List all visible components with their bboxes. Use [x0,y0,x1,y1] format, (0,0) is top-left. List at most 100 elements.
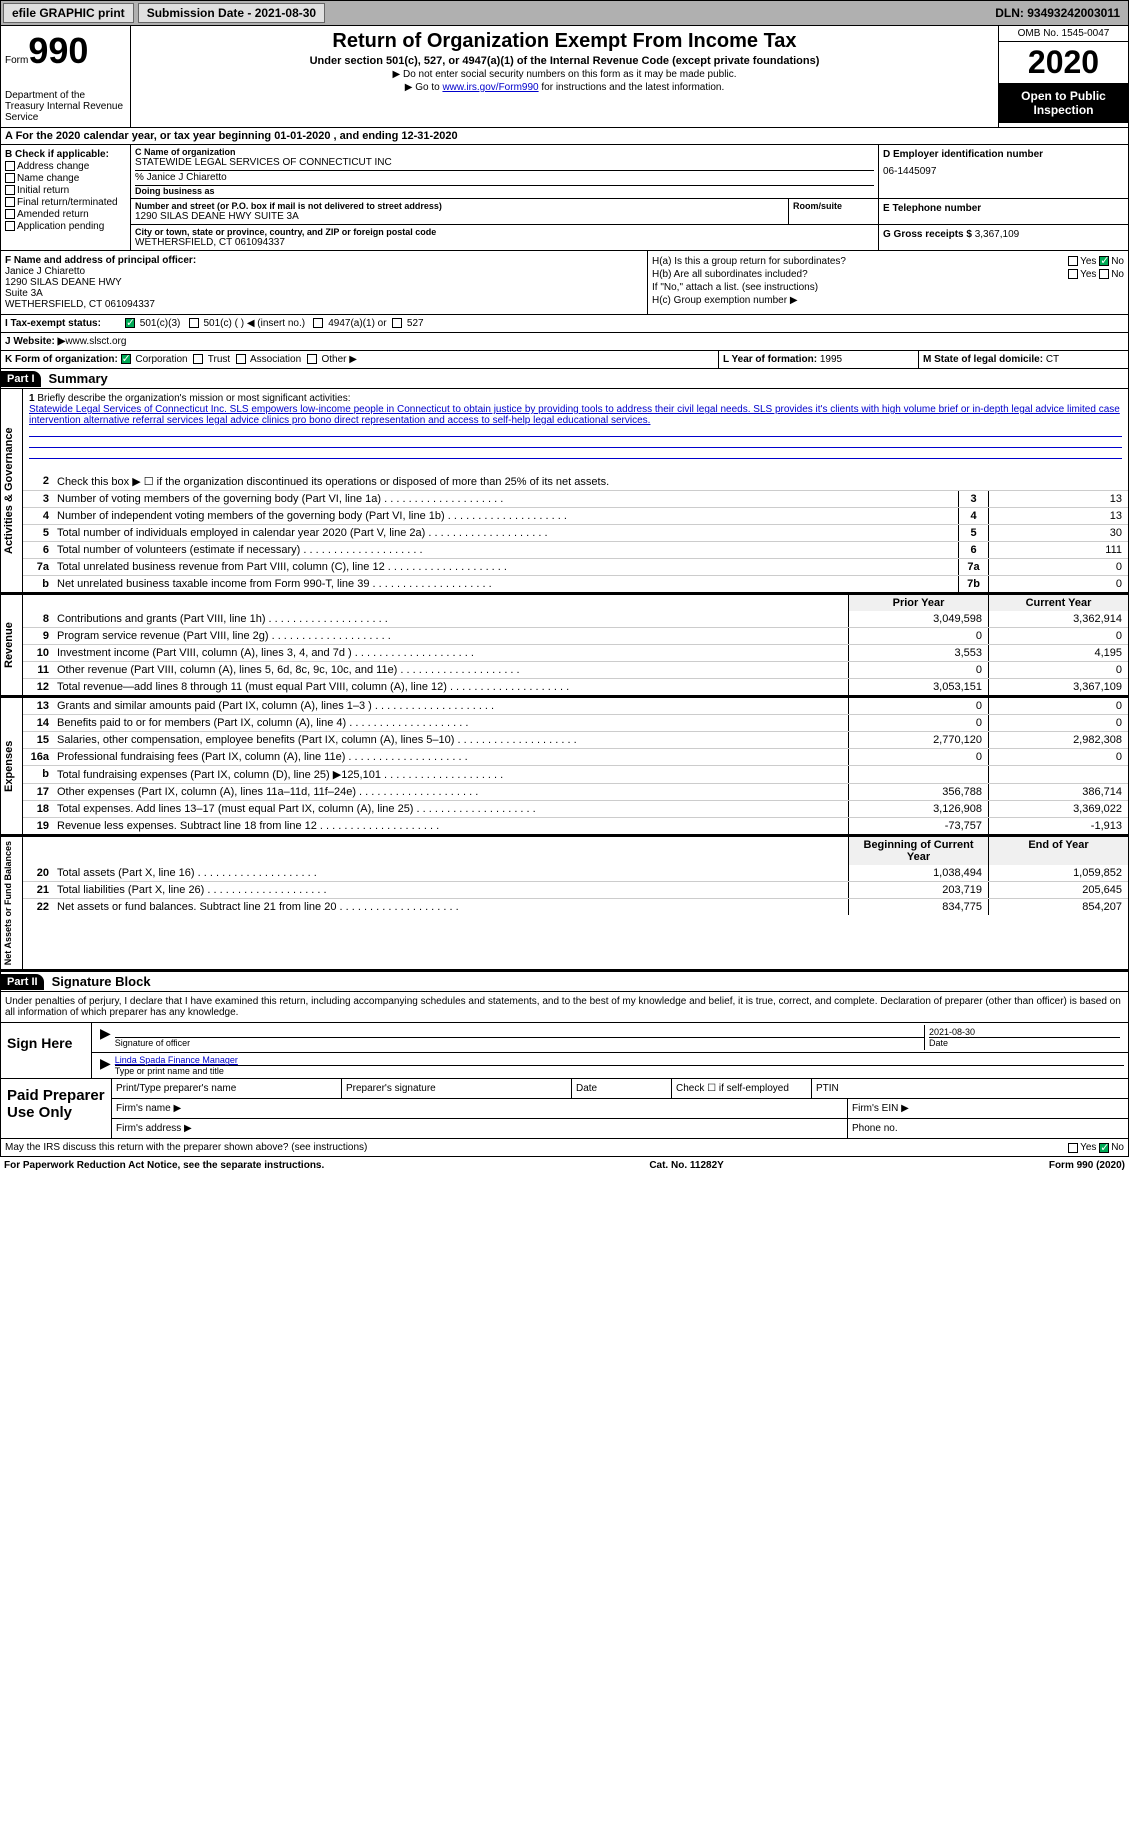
irs-link[interactable]: www.irs.gov/Form990 [442,82,538,93]
form-title: Return of Organization Exempt From Incom… [139,30,990,53]
sign-here-label: Sign Here [1,1023,91,1078]
h-b-yes-no[interactable]: Yes No [1068,269,1124,280]
city-label: City or town, state or province, country… [135,227,874,237]
preparer-sig-header: Preparer's signature [342,1079,572,1098]
summary-line: 20Total assets (Part X, line 16)1,038,49… [23,865,1128,881]
row-k: K Form of organization: Corporation Trus… [0,351,1129,369]
summary-line: 14Benefits paid to or for members (Part … [23,714,1128,731]
row-j: J Website: ▶ www.slsct.org [0,333,1129,351]
h-b-label: H(b) Are all subordinates included? [652,269,1068,280]
header-center: Return of Organization Exempt From Incom… [131,26,998,127]
summary-line: 10Investment income (Part VIII, column (… [23,644,1128,661]
cb-501c3[interactable]: 501(c)(3) [125,318,180,329]
mission-num: 1 [29,393,35,404]
summary-line: 17Other expenses (Part IX, column (A), l… [23,783,1128,800]
part-i-header: Part I Summary [0,369,1129,389]
net-assets-section: Net Assets or Fund Balances Beginning of… [0,835,1129,970]
summary-line: 16aProfessional fundraising fees (Part I… [23,748,1128,765]
city-value: WETHERSFIELD, CT 061094337 [135,237,874,248]
cb-application-pending[interactable]: Application pending [5,221,126,232]
city-cell: City or town, state or province, country… [131,225,878,250]
submission-date-label: Submission Date - 2021-08-30 [138,3,325,23]
vtab-governance: Activities & Governance [1,389,23,592]
summary-line: 3Number of voting members of the governi… [23,490,1128,507]
firm-addr-label: Firm's address ▶ [112,1119,848,1138]
org-name-cell: C Name of organization STATEWIDE LEGAL S… [131,145,878,198]
cb-name-change[interactable]: Name change [5,173,126,184]
efile-print-button[interactable]: efile GRAPHIC print [3,3,134,23]
summary-line: 11Other revenue (Part VIII, column (A), … [23,661,1128,678]
discuss-question: May the IRS discuss this return with the… [5,1142,367,1153]
note2-post: for instructions and the latest informat… [539,82,725,93]
section-f-h: F Name and address of principal officer:… [0,251,1129,315]
self-employed-header[interactable]: Check ☐ if self-employed [672,1079,812,1098]
year-formation-label: L Year of formation: [723,354,817,365]
instructions-link-row: ▶ Go to www.irs.gov/Form990 for instruct… [139,82,990,93]
omb-number: OMB No. 1545-0047 [999,26,1128,42]
prior-year-header: Prior Year [848,595,988,611]
website-value: www.slsct.org [65,336,126,347]
firm-name-label: Firm's name ▶ [112,1099,848,1118]
footer-row: For Paperwork Reduction Act Notice, see … [0,1157,1129,1174]
cb-501c[interactable]: 501(c) ( ) ◀ (insert no.) [189,318,305,329]
cb-amended-return[interactable]: Amended return [5,209,126,220]
org-name: STATEWIDE LEGAL SERVICES OF CONNECTICUT … [135,157,874,168]
cat-number: Cat. No. 11282Y [649,1160,723,1171]
discuss-yes-no[interactable]: Yes No [1068,1142,1124,1153]
cb-corp[interactable]: Corporation [121,354,188,365]
summary-line: bNet unrelated business taxable income f… [23,575,1128,592]
pra-notice: For Paperwork Reduction Act Notice, see … [4,1160,324,1171]
open-to-public: Open to Public Inspection [999,83,1128,123]
vtab-net-assets: Net Assets or Fund Balances [1,837,23,969]
officer-addr2: Suite 3A [5,288,643,299]
street-value: 1290 SILAS DEANE HWY SUITE 3A [135,211,784,222]
paid-preparer-block: Paid Preparer Use Only Print/Type prepar… [0,1079,1129,1139]
room-cell: Room/suite [788,199,878,224]
street-cell: Number and street (or P.O. box if mail i… [131,199,788,224]
part-ii-title: Signature Block [44,972,159,991]
mission-text: Statewide Legal Services of Connecticut … [29,404,1120,426]
officer-addr3: WETHERSFIELD, CT 061094337 [5,299,643,310]
mission-label: Briefly describe the organization's miss… [37,393,350,404]
part-i-tag: Part I [1,371,41,387]
dba-label: Doing business as [135,185,874,196]
part-i-title: Summary [41,369,116,388]
phone-label: E Telephone number [883,203,1124,214]
discuss-with-preparer-row: May the IRS discuss this return with the… [0,1139,1129,1157]
officer-signature-field[interactable]: Signature of officer [115,1025,924,1050]
cb-initial-return[interactable]: Initial return [5,185,126,196]
ptin-header: PTIN [812,1079,1128,1098]
ssn-warning: ▶ Do not enter social security numbers o… [139,69,990,80]
cb-trust[interactable]: Trust [193,354,230,365]
form-header: Form990 Department of the Treasury Inter… [0,26,1129,128]
summary-line: 12Total revenue—add lines 8 through 11 (… [23,678,1128,695]
cb-527[interactable]: 527 [392,318,423,329]
form-number: 990 [28,30,88,71]
ein-value: 06-1445097 [883,166,1124,177]
summary-line: 8Contributions and grants (Part VIII, li… [23,611,1128,627]
col-c-d-e: C Name of organization STATEWIDE LEGAL S… [131,145,1128,250]
phone-label: Phone no. [848,1119,1128,1138]
phone-cell: E Telephone number [878,199,1128,224]
street-label: Number and street (or P.O. box if mail i… [135,201,784,211]
state-domicile-label: M State of legal domicile: [923,354,1043,365]
revenue-section: Revenue Prior Year Current Year 8Contrib… [0,593,1129,696]
h-a-yes-no[interactable]: Yes No [1068,256,1124,267]
topbar: efile GRAPHIC print Submission Date - 20… [0,0,1129,26]
ein-cell: D Employer identification number 06-1445… [878,145,1128,198]
officer-addr1: 1290 SILAS DEANE HWY [5,277,643,288]
cb-other[interactable]: Other ▶ [307,354,357,365]
cb-final-return[interactable]: Final return/terminated [5,197,126,208]
summary-line: 9Program service revenue (Part VIII, lin… [23,627,1128,644]
summary-line: 13Grants and similar amounts paid (Part … [23,698,1128,714]
cb-assoc[interactable]: Association [236,354,301,365]
cb-4947[interactable]: 4947(a)(1) or [313,318,386,329]
cb-address-change[interactable]: Address change [5,161,126,172]
dln-label: DLN: 93493242003011 [995,6,1126,20]
activities-governance-section: Activities & Governance 1 Briefly descri… [0,389,1129,593]
officer-name: Janice J Chiaretto [5,266,643,277]
summary-line: 21Total liabilities (Part X, line 26)203… [23,881,1128,898]
gross-receipts-cell: G Gross receipts $ 3,367,109 [878,225,1128,250]
h-a-label: H(a) Is this a group return for subordin… [652,256,1068,267]
expenses-section: Expenses 13Grants and similar amounts pa… [0,696,1129,835]
